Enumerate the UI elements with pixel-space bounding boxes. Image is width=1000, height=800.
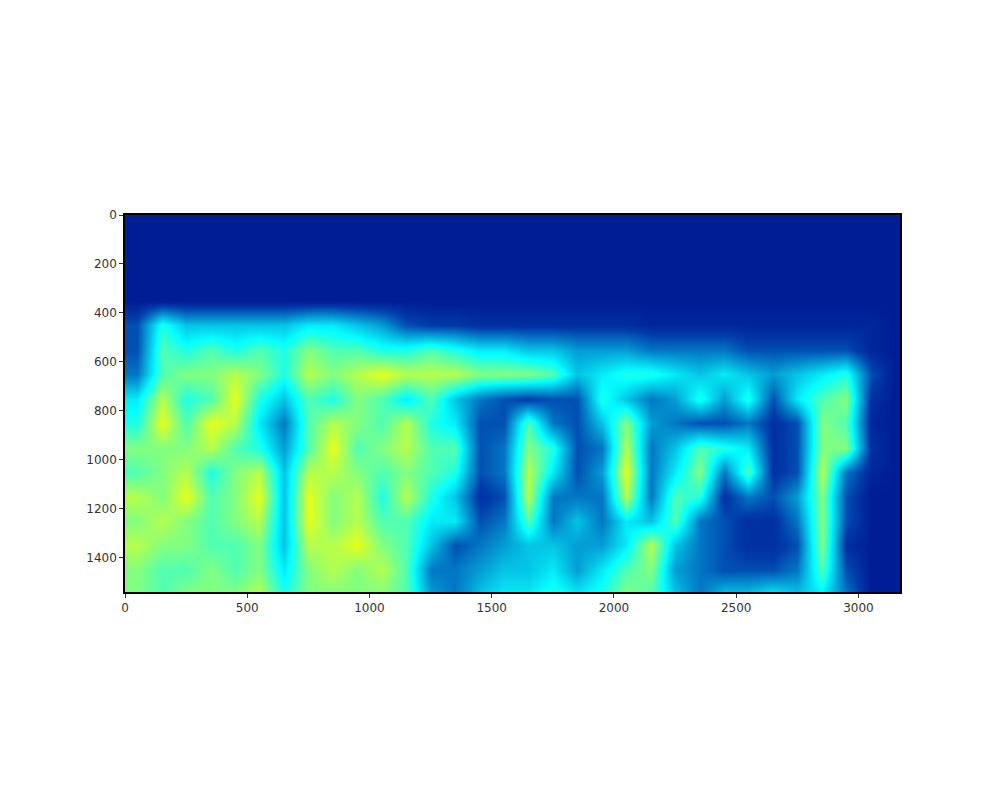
svg-text:1200: 1200 bbox=[86, 502, 117, 516]
svg-text:3000: 3000 bbox=[843, 601, 874, 615]
svg-text:0: 0 bbox=[121, 601, 129, 615]
svg-text:1000: 1000 bbox=[86, 453, 117, 467]
svg-text:600: 600 bbox=[94, 355, 117, 369]
svg-text:1400: 1400 bbox=[86, 551, 117, 565]
svg-text:2500: 2500 bbox=[721, 601, 752, 615]
svg-text:400: 400 bbox=[94, 306, 117, 320]
svg-text:2000: 2000 bbox=[599, 601, 630, 615]
svg-text:1500: 1500 bbox=[476, 601, 507, 615]
svg-text:200: 200 bbox=[94, 257, 117, 271]
svg-text:500: 500 bbox=[236, 601, 259, 615]
svg-text:1000: 1000 bbox=[354, 601, 385, 615]
svg-text:0: 0 bbox=[109, 208, 117, 222]
svg-text:800: 800 bbox=[94, 404, 117, 418]
